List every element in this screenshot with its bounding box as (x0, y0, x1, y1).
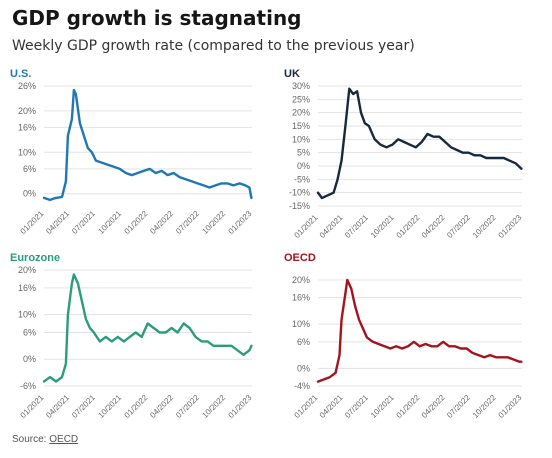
eurozone-y-tick-label: 0% (23, 354, 36, 364)
u-s-x-tick-label: 04/2021 (44, 209, 71, 236)
uk-y-tick-label: -15% (289, 201, 310, 211)
eurozone-x-tick-label: 07/2022 (174, 393, 201, 420)
eurozone-x-tick-label: 04/2021 (44, 393, 71, 420)
u-s-y-tick-label: 10% (18, 147, 36, 157)
u-s-y-tick-label: 16% (18, 122, 36, 132)
u-s-y-tick-label: 26% (18, 81, 36, 91)
oecd-x-tick-label: 04/2021 (318, 393, 345, 420)
oecd-y-tick-label: 20% (292, 275, 310, 285)
oecd-x-tick-label: 07/2022 (445, 393, 472, 420)
oecd-panel-title: OECD (284, 252, 316, 264)
u-s-x-tick-label: 07/2021 (70, 209, 97, 236)
source-note: Source: OECD (12, 434, 78, 445)
uk-x-tick-label: 01/2021 (293, 213, 320, 240)
eurozone-y-tick-label: 20% (18, 265, 36, 275)
oecd-y-tick-label: -4% (294, 381, 310, 391)
eurozone-y-tick-label: 16% (18, 283, 36, 293)
oecd-x-tick-label: 04/2022 (420, 393, 447, 420)
u-s-x-tick-label: 07/2022 (174, 209, 201, 236)
oecd-x-tick-label: 01/2023 (497, 393, 524, 420)
eurozone-x-tick-label: 01/2021 (19, 393, 46, 420)
oecd-y-tick-label: 16% (292, 293, 310, 303)
uk-series-line (316, 87, 523, 200)
oecd-x-tick-label: 07/2021 (343, 393, 370, 420)
oecd-x-tick-label: 10/2022 (471, 393, 498, 420)
chart-title: GDP growth is stagnating (12, 6, 302, 30)
eurozone-series-line (42, 273, 253, 383)
oecd-y-tick-label: 0% (297, 363, 310, 373)
uk-x-tick-label: 01/2023 (497, 213, 524, 240)
u-s-x-tick-label: 01/2021 (19, 209, 46, 236)
u-s-panel-title: U.S. (10, 68, 31, 80)
eurozone-x-tick-label: 10/2022 (200, 393, 227, 420)
u-s-x-tick-label: 10/2021 (96, 209, 123, 236)
eurozone-y-tick-label: -6% (20, 381, 36, 391)
uk-y-tick-label: 0% (297, 161, 310, 171)
u-s-x-tick-label: 01/2023 (227, 209, 254, 236)
eurozone-x-tick-label: 04/2022 (148, 393, 175, 420)
uk-y-tick-label: 20% (292, 108, 310, 118)
source-link[interactable]: OECD (49, 434, 79, 445)
uk-x-tick-label: 07/2021 (343, 213, 370, 240)
u-s-x-tick-label: 04/2022 (148, 209, 175, 236)
eurozone-x-tick-label: 01/2023 (227, 393, 254, 420)
u-s-y-tick-label: 6% (23, 164, 36, 174)
uk-y-tick-label: 15% (292, 121, 310, 131)
u-s-y-tick-label: 20% (18, 106, 36, 116)
uk-panel: UK-15%-10%-5%0%5%10%15%20%25%30%01/20210… (284, 68, 524, 240)
eurozone-panel-title: Eurozone (10, 252, 60, 264)
oecd-panel: OECD-4%0%6%10%16%20%01/202104/202107/202… (284, 252, 524, 420)
uk-x-tick-label: 04/2021 (318, 213, 345, 240)
uk-panel-title: UK (284, 68, 300, 80)
eurozone-y-tick-label: 6% (23, 327, 36, 337)
eurozone-x-tick-label: 01/2022 (123, 393, 150, 420)
uk-y-tick-label: 25% (292, 94, 310, 104)
uk-y-tick-label: -5% (294, 174, 310, 184)
uk-x-tick-label: 04/2022 (420, 213, 447, 240)
oecd-y-tick-label: 10% (292, 319, 310, 329)
source-label: Source: (12, 434, 47, 445)
eurozone-y-tick-label: 10% (18, 310, 36, 320)
oecd-x-tick-label: 01/2022 (395, 393, 422, 420)
oecd-y-tick-label: 6% (297, 337, 310, 347)
eurozone-x-tick-label: 10/2021 (96, 393, 123, 420)
uk-x-tick-label: 01/2022 (395, 213, 422, 240)
uk-x-tick-label: 07/2022 (445, 213, 472, 240)
uk-y-tick-label: -10% (289, 188, 310, 198)
uk-y-tick-label: 10% (292, 134, 310, 144)
oecd-x-tick-label: 10/2021 (369, 393, 396, 420)
u-s-x-tick-label: 10/2022 (200, 209, 227, 236)
oecd-series-line (316, 278, 523, 383)
oecd-x-tick-label: 01/2021 (293, 393, 320, 420)
u-s-x-tick-label: 01/2022 (123, 209, 150, 236)
u-s-series-line (42, 88, 253, 202)
uk-x-tick-label: 10/2022 (471, 213, 498, 240)
eurozone-x-tick-label: 07/2021 (70, 393, 97, 420)
uk-x-tick-label: 10/2021 (369, 213, 396, 240)
chart-subtitle: Weekly GDP growth rate (compared to the … (12, 38, 415, 54)
uk-y-tick-label: 5% (297, 148, 310, 158)
uk-y-tick-label: 30% (292, 81, 310, 91)
u-s-y-tick-label: 0% (23, 189, 36, 199)
